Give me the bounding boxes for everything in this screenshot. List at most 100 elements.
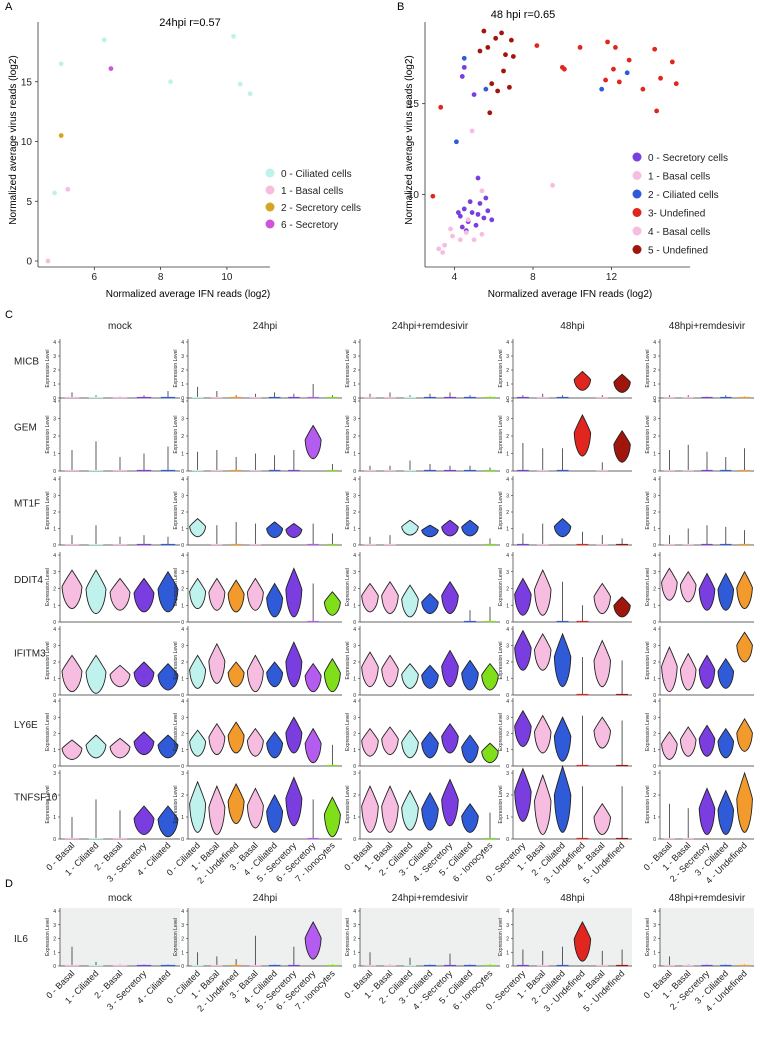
violin-y-tick-label: 0 [181, 543, 184, 549]
legend-swatch [265, 219, 275, 229]
violin-y-tick-label: 1 [353, 527, 356, 533]
panel-label-b: B [397, 1, 404, 13]
violin-y-tick-label: 3 [181, 644, 184, 650]
violin-body [481, 742, 499, 764]
data-point [669, 59, 675, 65]
legend-label: 1 - Basal cells [281, 186, 343, 197]
violin-body [441, 778, 459, 827]
violin-body [85, 654, 107, 694]
data-point [168, 79, 173, 85]
violin-body [189, 654, 207, 689]
violin-y-tick-label: 0 [653, 620, 656, 626]
scatter-b-title: 48 hpi r=0.65 [491, 9, 556, 21]
data-point [481, 28, 487, 34]
data-point [485, 208, 491, 214]
violin-y-tick-label: 0 [53, 764, 56, 770]
violin-subplot: 0 1 2 3 Expression Level [345, 770, 500, 843]
violin-subplot: 0 1 2 3 Expression Level [45, 770, 180, 843]
data-point [495, 88, 501, 94]
violin-body [381, 785, 399, 833]
violin-y-tick-label: 2 [506, 510, 509, 516]
violin-y-axis-label: Expression Level [498, 349, 504, 387]
violin-y-tick-label: 0 [53, 964, 56, 970]
violin-y-tick-label: 2 [506, 660, 509, 666]
subplot-background [360, 908, 500, 966]
violin-y-tick-label: 3 [53, 771, 56, 777]
violin-body [553, 632, 572, 688]
violin-y-tick-label: 0 [181, 964, 184, 970]
violin-y-tick-label: 2 [653, 587, 656, 593]
data-point [475, 175, 481, 181]
violin-y-tick-label: 2 [653, 793, 656, 799]
data-point [624, 70, 630, 76]
violin-body [698, 572, 716, 611]
violin-body [717, 789, 735, 836]
violin-body [361, 582, 379, 613]
gene-label: IL6 [14, 934, 28, 945]
y-tick-label: 5 [26, 197, 32, 208]
violin-y-tick-label: 3 [181, 715, 184, 721]
violin-body [381, 654, 399, 688]
violin-y-tick-label: 4 [653, 477, 656, 483]
violin-y-tick-label: 0 [53, 543, 56, 549]
violin-y-axis-label: Expression Level [345, 491, 351, 529]
violin-y-tick-label: 0 [353, 837, 356, 843]
violin-body [85, 569, 107, 615]
violin-body [361, 785, 379, 833]
violin-body [661, 646, 678, 693]
x-tick-label: 6 [92, 272, 98, 283]
data-point [463, 230, 469, 235]
violin-body [736, 631, 753, 663]
subplot-background [513, 908, 632, 966]
violin-y-tick-label: 3 [181, 570, 184, 576]
violin-body [717, 657, 735, 689]
legend-label: 1 - Basal cells [648, 172, 710, 183]
data-point [599, 86, 605, 92]
violin-y-tick-label: 3 [506, 923, 509, 929]
violin-y-tick-label: 2 [53, 937, 56, 943]
violin-body [698, 654, 716, 689]
violin-y-tick-label: 4 [53, 553, 56, 559]
violin-y-tick-label: 2 [53, 434, 56, 440]
violin-y-tick-label: 1 [506, 382, 509, 388]
violin-y-tick-label: 0 [53, 620, 56, 626]
violin-y-tick-label: 0 [53, 693, 56, 699]
data-point [479, 188, 485, 194]
violin-y-tick-label: 1 [53, 748, 56, 754]
violin-y-tick-label: 4 [653, 340, 656, 346]
violin-y-axis-label: Expression Level [345, 568, 351, 606]
violin-y-axis-label: Expression Level [45, 713, 51, 751]
violin-y-tick-label: 0 [506, 620, 509, 626]
violin-y-tick-label: 1 [506, 452, 509, 458]
legend-swatch [632, 226, 642, 236]
data-point [467, 199, 473, 205]
violin-body [401, 662, 419, 689]
violin-body [208, 785, 226, 836]
data-point [465, 217, 471, 223]
violin-y-tick-label: 1 [181, 603, 184, 609]
violin-body [401, 584, 419, 618]
violin-y-tick-label: 1 [653, 950, 656, 956]
data-point [489, 217, 495, 223]
violin-y-axis-label: Expression Level [45, 918, 51, 956]
violin-body [593, 582, 611, 615]
violin-y-tick-label: 1 [181, 677, 184, 683]
data-point [108, 66, 114, 72]
legend-label: 3- Undefined [648, 209, 705, 220]
condition-header-d: mock [108, 893, 133, 904]
violin-y-tick-label: 3 [53, 417, 56, 423]
violin-y-tick-label: 3 [53, 715, 56, 721]
violin-y-tick-label: 3 [506, 494, 509, 500]
violin-y-tick-label: 0 [181, 693, 184, 699]
violin-body [266, 794, 284, 833]
violin-y-tick-label: 1 [53, 677, 56, 683]
legend-label: 0 - Ciliated cells [281, 169, 352, 180]
